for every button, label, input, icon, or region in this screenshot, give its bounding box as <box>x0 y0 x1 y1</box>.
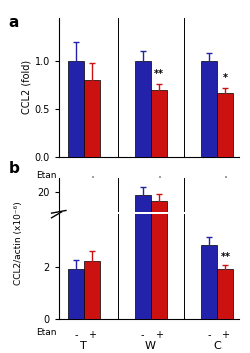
Bar <box>68 61 84 157</box>
Bar <box>150 90 167 157</box>
Text: W: W <box>145 192 156 202</box>
Text: -: - <box>208 330 211 340</box>
Bar <box>68 269 84 319</box>
Text: **: ** <box>154 69 164 79</box>
Bar <box>201 61 218 157</box>
Text: W: W <box>145 341 156 351</box>
Text: T: T <box>80 341 87 351</box>
Text: **: ** <box>220 252 230 262</box>
Text: -: - <box>208 175 211 185</box>
Bar <box>68 293 84 304</box>
Text: CCL2/actin (x10⁻⁶): CCL2/actin (x10⁻⁶) <box>14 201 23 285</box>
Text: a: a <box>8 15 19 30</box>
Text: *: * <box>223 73 228 83</box>
Text: T: T <box>80 192 87 202</box>
Text: b: b <box>8 162 19 176</box>
Bar <box>134 195 150 304</box>
Text: +: + <box>155 175 163 185</box>
Bar <box>150 0 167 319</box>
Bar <box>84 261 100 319</box>
Text: +: + <box>222 330 230 340</box>
Text: -: - <box>141 330 144 340</box>
Bar <box>84 292 100 304</box>
Bar <box>84 80 100 157</box>
Y-axis label: CCL2 (fold): CCL2 (fold) <box>22 60 32 114</box>
Text: -: - <box>141 175 144 185</box>
Text: +: + <box>88 175 96 185</box>
Text: Etan: Etan <box>36 328 57 337</box>
Text: Etan: Etan <box>36 171 57 180</box>
Text: C: C <box>214 341 221 351</box>
Bar <box>150 201 167 304</box>
Text: -: - <box>74 175 78 185</box>
Text: +: + <box>88 330 96 340</box>
Bar <box>134 61 150 157</box>
Text: C: C <box>214 192 221 202</box>
Text: +: + <box>155 330 163 340</box>
Bar <box>218 92 234 157</box>
Bar <box>201 245 218 319</box>
Bar <box>201 288 218 304</box>
Bar <box>134 0 150 319</box>
Text: -: - <box>74 330 78 340</box>
Bar <box>218 269 234 319</box>
Bar <box>218 293 234 304</box>
Text: +: + <box>222 175 230 185</box>
